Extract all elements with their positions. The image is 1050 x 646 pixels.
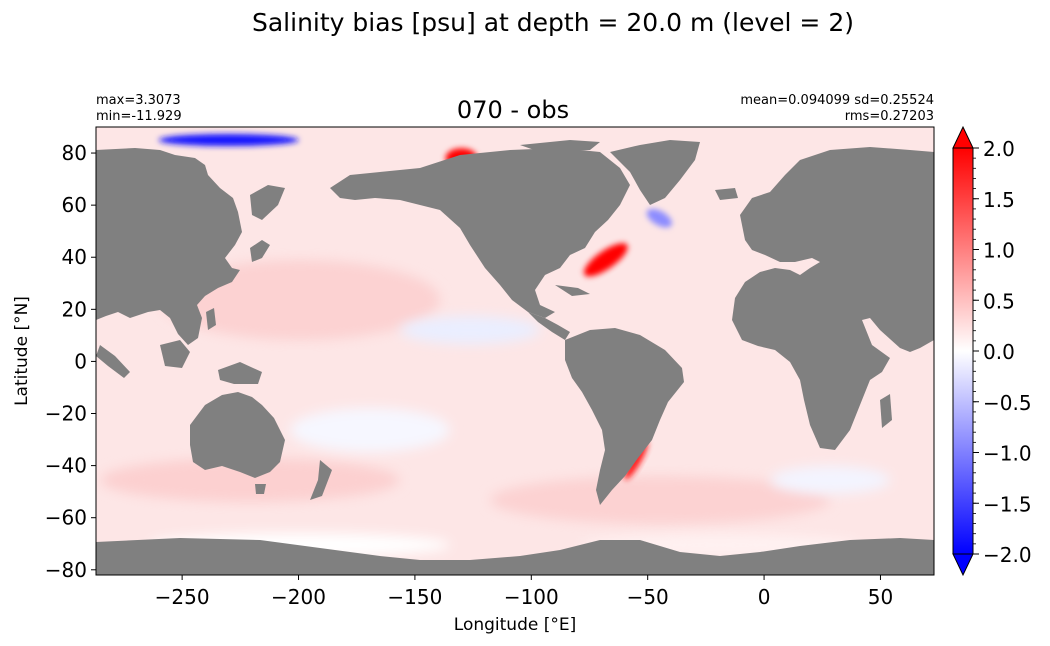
stat-max: max=3.3073 <box>96 93 181 108</box>
land-sumatra <box>96 345 130 378</box>
ocean-bias-patch <box>290 408 450 452</box>
land-arctic-islands <box>520 140 600 152</box>
stat-mean-sd: mean=0.094099 sd=0.25524 <box>740 93 934 108</box>
stat-min: min=-11.929 <box>96 109 182 124</box>
colorbar-tick-label: −2.0 <box>983 543 1032 567</box>
x-tick-label: −150 <box>387 585 442 609</box>
land-kamchatka <box>250 185 285 220</box>
land-tasmania <box>255 484 266 494</box>
land-new-zealand <box>310 460 332 500</box>
land-south-america <box>565 328 684 505</box>
land-british-isles <box>758 232 770 252</box>
y-tick-label: 60 <box>62 193 87 217</box>
land-central-america <box>528 312 570 340</box>
y-tick-label: 20 <box>62 297 87 321</box>
gulf-stream-bias <box>583 243 628 277</box>
colorbar-tick-label: 2.0 <box>983 137 1015 161</box>
ocean-bias-patch <box>400 316 540 344</box>
land-greenland <box>610 140 700 205</box>
y-tick-label: −40 <box>45 454 87 478</box>
colorbar-gradient <box>952 147 974 555</box>
colorbar-tick-label: 1.0 <box>983 239 1015 263</box>
x-tick-label: 50 <box>868 585 893 609</box>
plot-frame <box>95 126 935 576</box>
land-antarctica <box>96 538 934 575</box>
colorbar-tick-label: 0.0 <box>983 340 1015 364</box>
y-tick-label: 80 <box>62 141 87 165</box>
figure-title: Salinity bias [psu] at depth = 20.0 m (l… <box>252 8 854 37</box>
land-japan <box>250 240 270 262</box>
y-tick-label: −20 <box>45 402 87 426</box>
land-australia <box>190 392 285 478</box>
colorbar-extend-max <box>952 125 974 149</box>
land-mask <box>96 140 934 575</box>
land-asia-east <box>96 148 242 345</box>
y-tick-label: 0 <box>74 349 87 373</box>
y-tick-label: −80 <box>45 558 87 582</box>
land-scandinavia <box>790 185 830 220</box>
y-axis-label: Latitude [°N] <box>12 296 32 406</box>
x-tick-label: −250 <box>155 585 210 609</box>
land-philippines <box>206 308 216 330</box>
x-tick-label: −100 <box>504 585 559 609</box>
land-cuba <box>555 285 590 296</box>
x-tick-label: −200 <box>271 585 326 609</box>
land-madagascar <box>880 394 892 428</box>
colorbar: −2.0 −1.5 −1.0 −0.5 0.0 0.5 1.0 1.5 2.0 <box>952 125 1032 577</box>
colorbar-tick-label: −1.0 <box>983 442 1032 466</box>
x-tick-label: 0 <box>758 585 771 609</box>
y-tick-label: 40 <box>62 245 87 269</box>
land-europe-africa-asia <box>732 147 934 450</box>
ocean-bias-patch <box>770 466 890 494</box>
land-borneo <box>160 340 190 368</box>
ocean-bias-patch <box>490 476 830 524</box>
colorbar-tick-label: 1.5 <box>983 188 1015 212</box>
arctic-siberian-bias <box>158 134 299 147</box>
colorbar-tick-label: 0.5 <box>983 289 1015 313</box>
labrador-sea-bias <box>646 208 672 228</box>
y-tick-label: −60 <box>45 506 87 530</box>
x-tick-label: −50 <box>627 585 669 609</box>
colorbar-tick-label: −1.5 <box>983 492 1032 516</box>
land-north-america <box>330 148 630 318</box>
stat-rms: rms=0.27203 <box>845 109 934 124</box>
colorbar-tick-label: −0.5 <box>983 391 1032 415</box>
x-axis-ticks: −250 −200 −150 −100 −50 0 50 <box>155 575 893 609</box>
y-axis-ticks: −80 −60 −40 −20 0 20 40 60 80 <box>45 141 96 582</box>
land-new-guinea <box>218 362 262 384</box>
axes-title: 070 - obs <box>457 96 569 124</box>
x-axis-label: Longitude [°E] <box>454 615 576 635</box>
map-plot-area <box>96 127 934 575</box>
colorbar-extend-min <box>952 553 974 577</box>
land-iceland <box>715 188 738 200</box>
